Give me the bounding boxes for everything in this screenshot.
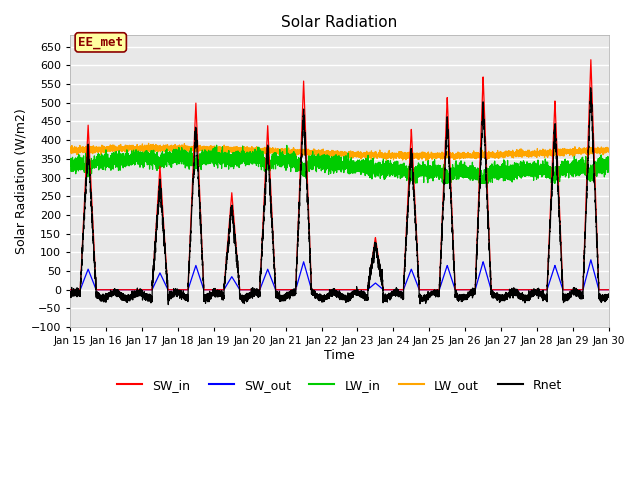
Text: EE_met: EE_met — [78, 36, 124, 49]
Y-axis label: Solar Radiation (W/m2): Solar Radiation (W/m2) — [15, 108, 28, 254]
Legend: SW_in, SW_out, LW_in, LW_out, Rnet: SW_in, SW_out, LW_in, LW_out, Rnet — [112, 374, 567, 397]
X-axis label: Time: Time — [324, 349, 355, 362]
Title: Solar Radiation: Solar Radiation — [282, 15, 397, 30]
